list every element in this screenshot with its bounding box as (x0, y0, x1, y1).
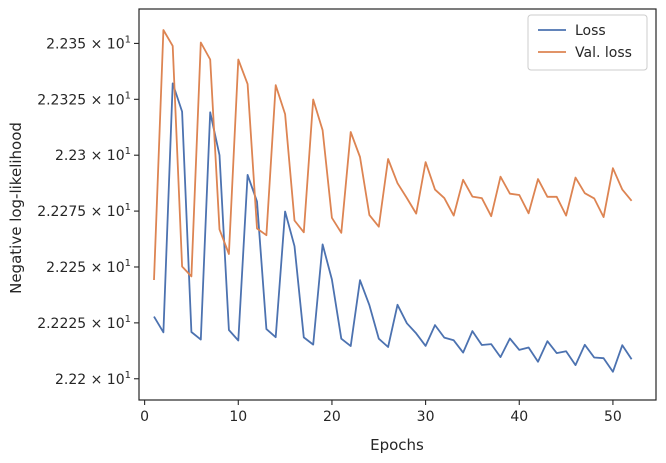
series-line-val-loss (153, 29, 633, 281)
legend-label: Loss (575, 23, 606, 39)
y-tick-mantissa: 2.2325 × 10 (37, 92, 124, 108)
x-tick-label: 0 (140, 409, 149, 425)
x-tick-label: 30 (417, 409, 435, 425)
y-tick-label: 2.2275 × 101 (37, 202, 131, 220)
x-axis-label: Epochs (370, 436, 424, 454)
y-tick-label: 2.2225 × 101 (37, 314, 131, 332)
y-tick-label: 2.235 × 101 (46, 34, 131, 52)
y-tick-mantissa: 2.2275 × 10 (37, 204, 124, 220)
x-tick-label: 20 (323, 409, 341, 425)
x-tick-label: 10 (229, 409, 247, 425)
y-tick-mantissa: 2.22 × 10 (55, 372, 125, 388)
y-tick-mantissa: 2.23 × 10 (55, 148, 125, 164)
y-tick-mantissa: 2.235 × 10 (46, 36, 125, 52)
y-tick-exponent: 1 (125, 34, 131, 45)
y-tick-label: 2.2325 × 101 (37, 90, 131, 108)
y-tick-label: 2.225 × 101 (46, 258, 131, 276)
legend: Loss Val. loss (527, 14, 648, 71)
y-tick-exponent: 1 (125, 146, 131, 157)
y-tick-mantissa: 2.2225 × 10 (37, 316, 124, 332)
legend-box (527, 14, 648, 71)
plot-area-frame (138, 8, 657, 401)
y-axis-label: Negative log-likelihood (7, 122, 25, 294)
y-tick-label: 2.23 × 101 (55, 146, 131, 164)
y-tick-exponent: 1 (125, 202, 131, 213)
y-tick-label: 2.22 × 101 (55, 370, 131, 388)
y-tick-exponent: 1 (125, 90, 131, 101)
y-tick-exponent: 1 (125, 258, 131, 269)
series-layer (153, 29, 633, 373)
x-tick-label: 40 (510, 409, 528, 425)
legend-label: Val. loss (575, 45, 632, 61)
x-axis-ticks: 0 10 20 30 40 50 (140, 400, 622, 425)
y-tick-mantissa: 2.225 × 10 (46, 260, 125, 276)
y-tick-exponent: 1 (125, 314, 131, 325)
x-tick-label: 50 (604, 409, 622, 425)
y-tick-exponent: 1 (125, 370, 131, 381)
series-line-loss (153, 82, 633, 373)
